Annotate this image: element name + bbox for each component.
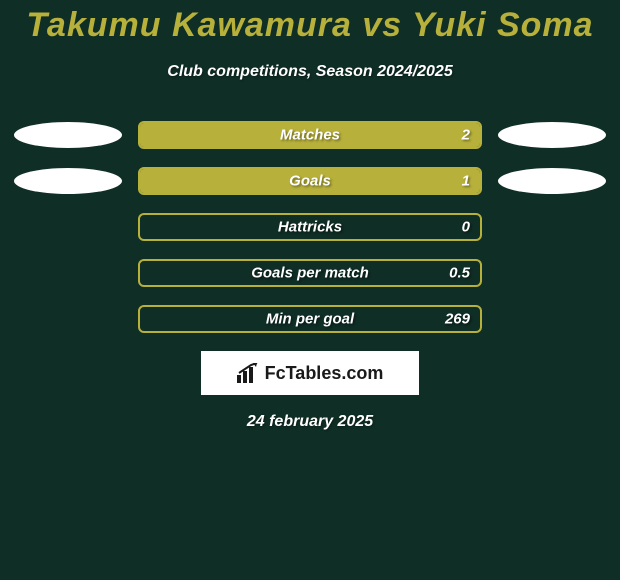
stat-bar: Matches 2	[138, 121, 482, 149]
subtitle: Club competitions, Season 2024/2025	[0, 63, 620, 81]
bar-value: 269	[445, 311, 470, 328]
left-ellipse-icon	[14, 122, 122, 148]
stat-bar: Goals 1	[138, 167, 482, 195]
stat-bar: Goals per match 0.5	[138, 259, 482, 287]
bar-value: 1	[462, 173, 470, 190]
stat-row: Goals 1	[0, 167, 620, 195]
stat-row: Matches 2	[0, 121, 620, 149]
bar-label: Goals	[289, 173, 331, 190]
bar-value: 0	[462, 219, 470, 236]
stat-row: Hattricks 0	[0, 213, 620, 241]
right-ellipse-icon	[498, 122, 606, 148]
page-title: Takumu Kawamura vs Yuki Soma	[0, 0, 620, 45]
stat-row: Goals per match 0.5	[0, 259, 620, 287]
bar-label: Hattricks	[278, 219, 342, 236]
bar-label: Matches	[280, 127, 340, 144]
bar-label: Goals per match	[251, 265, 369, 282]
stat-bar: Hattricks 0	[138, 213, 482, 241]
stat-rows: Matches 2 Goals 1 Hattricks 0 Goals per match 0…	[0, 121, 620, 333]
date-label: 24 february 2025	[0, 413, 620, 431]
bar-value: 2	[462, 127, 470, 144]
logo-text: FcTables.com	[265, 363, 384, 384]
stat-row: Min per goal 269	[0, 305, 620, 333]
chart-icon	[237, 363, 259, 383]
logo-box: FcTables.com	[201, 351, 419, 395]
left-ellipse-icon	[14, 168, 122, 194]
right-ellipse-icon	[498, 168, 606, 194]
stat-bar: Min per goal 269	[138, 305, 482, 333]
bar-value: 0.5	[449, 265, 470, 282]
bar-label: Min per goal	[266, 311, 354, 328]
